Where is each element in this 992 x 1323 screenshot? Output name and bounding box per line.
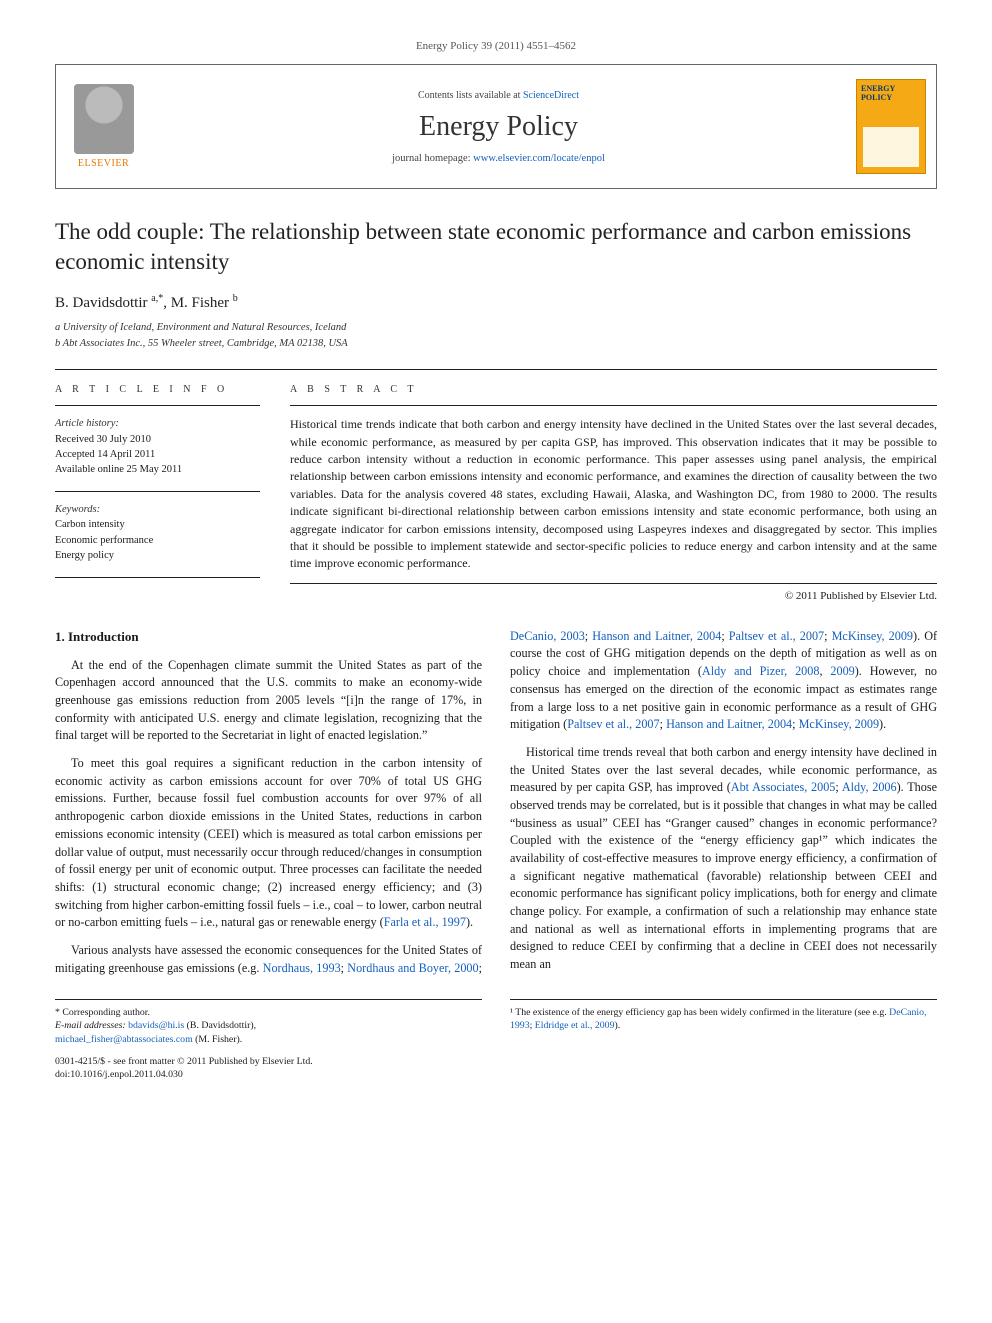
email-2-link[interactable]: michael_fisher@abtassociates.com — [55, 1034, 193, 1045]
email-line-2: michael_fisher@abtassociates.com (M. Fis… — [55, 1033, 482, 1047]
keyword-3: Energy policy — [55, 548, 260, 563]
article-title: The odd couple: The relationship between… — [55, 217, 937, 277]
paragraph-1: At the end of the Copenhagen climate sum… — [55, 657, 482, 745]
article-info-heading: A R T I C L E I N F O — [55, 384, 260, 395]
email-1-link[interactable]: bdavids@hi.is — [128, 1020, 184, 1031]
ref-paltsev[interactable]: Paltsev et al., 2007 — [729, 629, 824, 643]
ref-aldy06[interactable]: Aldy, 2006 — [842, 780, 897, 794]
keywords-title: Keywords: — [55, 502, 260, 517]
elsevier-label: ELSEVIER — [78, 158, 129, 169]
ref-abt[interactable]: Abt Associates, 2005 — [731, 780, 836, 794]
footer-right: ¹ The existence of the energy efficiency… — [510, 999, 937, 1083]
ref-mckinsey[interactable]: McKinsey, 2009 — [832, 629, 913, 643]
ref-decanio03[interactable]: DeCanio, 2003 — [510, 629, 585, 643]
article-body: 1. Introduction At the end of the Copenh… — [55, 628, 937, 981]
history-online: Available online 25 May 2011 — [55, 462, 260, 477]
journal-cover-icon: ENERGY POLICY — [856, 79, 926, 174]
footer-left: * Corresponding author. E-mail addresses… — [55, 999, 482, 1083]
sciencedirect-link[interactable]: ScienceDirect — [523, 90, 579, 101]
history-received: Received 30 July 2010 — [55, 432, 260, 447]
ref-paltsev-2[interactable]: Paltsev et al., 2007 — [567, 717, 659, 731]
author-1: B. Davidsdottir — [55, 295, 148, 311]
header-center: Contents lists available at ScienceDirec… — [151, 65, 846, 188]
elsevier-tree-icon — [74, 84, 134, 154]
journal-homepage-line: journal homepage: www.elsevier.com/locat… — [151, 153, 846, 164]
abstract-copyright: © 2011 Published by Elsevier Ltd. — [290, 590, 937, 602]
ref-aldy09[interactable]: 2009 — [830, 664, 854, 678]
keyword-2: Economic performance — [55, 533, 260, 548]
contents-prefix: Contents lists available at — [418, 90, 523, 101]
journal-name: Energy Policy — [151, 111, 846, 143]
author-list: B. Davidsdottir a,*, M. Fisher b — [55, 293, 937, 312]
page-root: Energy Policy 39 (2011) 4551–4562 ELSEVI… — [0, 0, 992, 1112]
article-history-block: Article history: Received 30 July 2010 A… — [55, 416, 260, 477]
email-2-name: (M. Fisher). — [195, 1034, 242, 1045]
affiliation-a: a University of Iceland, Environment and… — [55, 320, 937, 336]
author-2-affil: b — [233, 293, 238, 304]
ref-farla[interactable]: Farla et al., 1997 — [384, 915, 466, 929]
homepage-prefix: journal homepage: — [392, 153, 473, 164]
journal-reference-top: Energy Policy 39 (2011) 4551–4562 — [55, 40, 937, 52]
contents-lists-line: Contents lists available at ScienceDirec… — [151, 90, 846, 101]
keyword-1: Carbon intensity — [55, 517, 260, 532]
paragraph-4b-text: ). Those observed trends may be correlat… — [510, 780, 937, 971]
journal-header-box: ELSEVIER Contents lists available at Sci… — [55, 64, 937, 189]
author-2: M. Fisher — [171, 295, 229, 311]
corresponding-author-label: * Corresponding author. — [55, 1006, 482, 1020]
affiliation-b: b Abt Associates Inc., 55 Wheeler street… — [55, 336, 937, 352]
info-abstract-row: A R T I C L E I N F O Article history: R… — [55, 369, 937, 602]
abstract-text: Historical time trends indicate that bot… — [290, 416, 937, 584]
email-line: E-mail addresses: bdavids@hi.is (B. Davi… — [55, 1019, 482, 1033]
email-1-name: (B. Davidsdottir), — [187, 1020, 256, 1031]
history-accepted: Accepted 14 April 2011 — [55, 447, 260, 462]
page-footer: * Corresponding author. E-mail addresses… — [55, 999, 937, 1083]
ref-eldridge[interactable]: Eldridge et al., 2009 — [535, 1020, 615, 1031]
author-1-affil: a,* — [151, 293, 163, 304]
journal-homepage-link[interactable]: www.elsevier.com/locate/enpol — [473, 153, 605, 164]
article-history-title: Article history: — [55, 416, 260, 431]
keywords-block: Keywords: Carbon intensity Economic perf… — [55, 502, 260, 563]
paragraph-4: Historical time trends reveal that both … — [510, 744, 937, 974]
ref-nordhausboyer[interactable]: Nordhaus and Boyer, 2000 — [347, 961, 478, 975]
abstract-column: A B S T R A C T Historical time trends i… — [290, 384, 937, 602]
ref-mckinsey-2[interactable]: McKinsey, 2009 — [799, 717, 879, 731]
article-info-column: A R T I C L E I N F O Article history: R… — [55, 384, 260, 602]
paragraph-2-text: To meet this goal requires a significant… — [55, 756, 482, 929]
footnote-1: ¹ The existence of the energy efficiency… — [510, 1007, 889, 1018]
ref-aldy08[interactable]: Aldy and Pizer, 2008 — [702, 664, 820, 678]
ref-nordhaus93[interactable]: Nordhaus, 1993 — [263, 961, 341, 975]
publisher-logo-area: ELSEVIER — [56, 65, 151, 188]
section-1-heading: 1. Introduction — [55, 628, 482, 647]
ref-hanson[interactable]: Hanson and Laitner, 2004 — [592, 629, 721, 643]
abstract-heading: A B S T R A C T — [290, 384, 937, 395]
ref-hanson-2[interactable]: Hanson and Laitner, 2004 — [666, 717, 792, 731]
doi-line: doi:10.1016/j.enpol.2011.04.030 — [55, 1068, 482, 1082]
affiliations: a University of Iceland, Environment and… — [55, 320, 937, 352]
issn-line: 0301-4215/$ - see front matter © 2011 Pu… — [55, 1055, 482, 1069]
paragraph-2: To meet this goal requires a significant… — [55, 755, 482, 932]
cover-thumb-area: ENERGY POLICY — [846, 65, 936, 188]
email-label: E-mail addresses: — [55, 1020, 126, 1031]
